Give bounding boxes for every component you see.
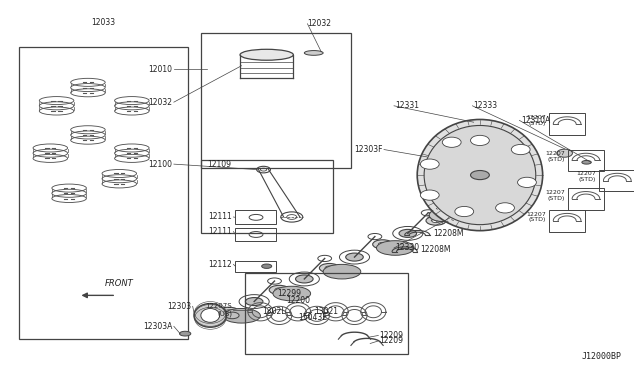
Text: 12207
(STD): 12207 (STD): [526, 212, 546, 222]
Text: 15043E: 15043E: [298, 313, 327, 322]
Ellipse shape: [201, 308, 220, 323]
Text: 12200: 12200: [287, 296, 310, 305]
Ellipse shape: [372, 240, 393, 249]
Ellipse shape: [240, 49, 293, 60]
Ellipse shape: [495, 203, 515, 213]
Bar: [549, 210, 586, 231]
Ellipse shape: [431, 219, 440, 222]
Text: 12207
(STD): 12207 (STD): [526, 115, 546, 126]
Ellipse shape: [325, 266, 334, 270]
Ellipse shape: [194, 304, 227, 327]
Text: 12032: 12032: [148, 98, 173, 107]
Ellipse shape: [582, 160, 591, 164]
Text: 12033: 12033: [92, 19, 116, 28]
Ellipse shape: [305, 51, 323, 55]
Text: 12303F: 12303F: [354, 145, 383, 154]
Text: 1302L: 1302L: [262, 307, 285, 316]
Ellipse shape: [470, 135, 490, 145]
Text: 12010: 12010: [148, 65, 173, 74]
Ellipse shape: [378, 242, 387, 246]
Ellipse shape: [455, 206, 474, 217]
Text: 12333: 12333: [474, 101, 498, 110]
Ellipse shape: [417, 119, 543, 231]
Bar: [201, 33, 351, 168]
Ellipse shape: [420, 190, 439, 200]
Text: 12207
(STD): 12207 (STD): [576, 171, 596, 182]
Bar: [236, 211, 276, 224]
Bar: [201, 160, 333, 233]
Text: 12330: 12330: [396, 244, 419, 253]
Ellipse shape: [262, 264, 272, 268]
Ellipse shape: [225, 312, 239, 319]
Ellipse shape: [399, 230, 417, 237]
Bar: [549, 113, 586, 135]
Ellipse shape: [426, 216, 446, 225]
Text: 12207
(STD): 12207 (STD): [545, 151, 564, 162]
Text: 12208M: 12208M: [433, 229, 463, 238]
Ellipse shape: [424, 125, 536, 225]
Bar: [236, 228, 276, 241]
Ellipse shape: [346, 253, 364, 261]
Bar: [568, 188, 604, 210]
Text: 12112: 12112: [209, 260, 232, 269]
Ellipse shape: [442, 137, 461, 147]
Ellipse shape: [275, 288, 284, 292]
Ellipse shape: [518, 177, 536, 187]
Ellipse shape: [245, 298, 263, 305]
Text: 12109: 12109: [207, 160, 231, 169]
Text: 12310A: 12310A: [521, 116, 550, 125]
Ellipse shape: [179, 331, 191, 336]
Text: 12207S
(US): 12207S (US): [205, 303, 232, 317]
Text: 12111: 12111: [209, 212, 232, 221]
Bar: [244, 273, 408, 354]
Text: 12209: 12209: [380, 331, 404, 340]
Text: 12303A: 12303A: [143, 322, 173, 331]
Text: 12100: 12100: [148, 160, 173, 169]
Text: 12111: 12111: [209, 227, 232, 236]
Text: FRONT: FRONT: [105, 279, 134, 288]
Ellipse shape: [323, 264, 361, 279]
Text: 12032: 12032: [307, 19, 332, 28]
Ellipse shape: [223, 308, 260, 323]
Text: 12331: 12331: [396, 101, 419, 110]
Ellipse shape: [296, 275, 313, 283]
Text: 12303: 12303: [167, 302, 191, 311]
Ellipse shape: [511, 144, 530, 155]
Ellipse shape: [420, 159, 439, 169]
Ellipse shape: [376, 241, 414, 255]
Text: 12208M: 12208M: [420, 245, 451, 254]
Text: 12209: 12209: [380, 336, 404, 346]
Bar: [599, 170, 636, 192]
Ellipse shape: [429, 209, 456, 222]
Ellipse shape: [273, 286, 310, 301]
Ellipse shape: [557, 149, 572, 157]
Bar: [19, 48, 188, 339]
Text: 13021: 13021: [314, 307, 338, 316]
Bar: [568, 150, 604, 171]
Ellipse shape: [470, 170, 490, 180]
Text: 12299: 12299: [277, 289, 301, 298]
Ellipse shape: [225, 310, 234, 314]
Ellipse shape: [219, 307, 239, 316]
Text: J12000BP: J12000BP: [581, 352, 621, 361]
Bar: [236, 261, 276, 272]
Text: 12207
(STD): 12207 (STD): [545, 190, 564, 201]
Ellipse shape: [319, 263, 339, 273]
Ellipse shape: [269, 285, 289, 295]
